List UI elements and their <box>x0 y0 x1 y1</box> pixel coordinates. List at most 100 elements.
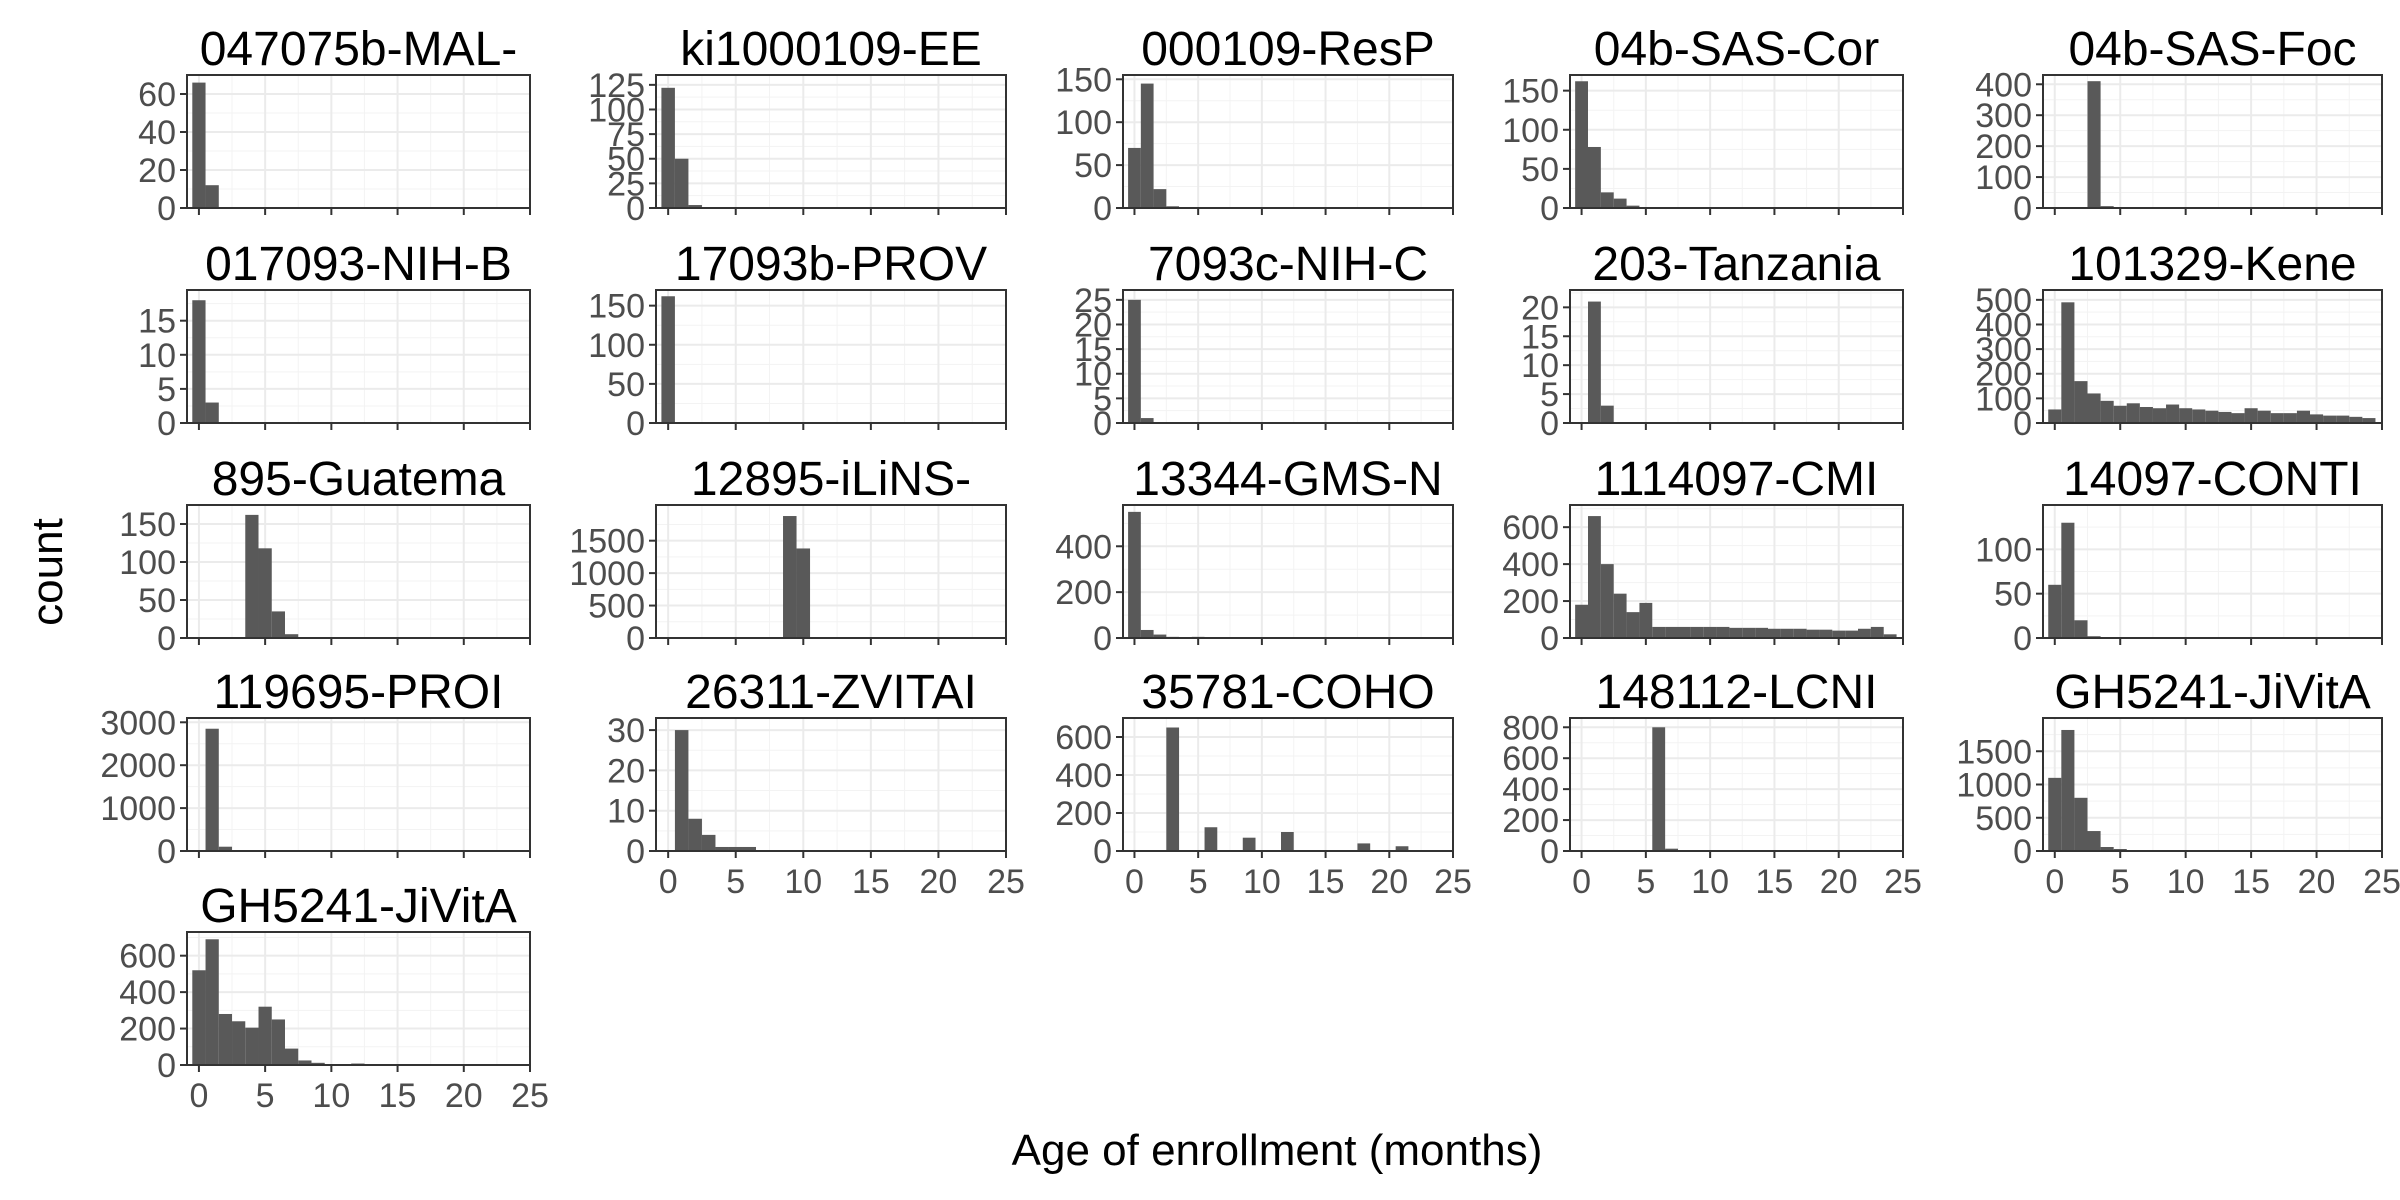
histogram-bar <box>1793 628 1807 638</box>
histogram-bar <box>2270 413 2284 423</box>
y-tick-label: 100 <box>1502 112 1559 150</box>
y-tick-label: 500 <box>588 588 645 626</box>
y-tick-label: 800 <box>1502 709 1559 747</box>
y-tick-label: 0 <box>157 1047 176 1085</box>
panel-background <box>1570 75 1903 208</box>
y-tick-label: 1500 <box>1956 733 2032 771</box>
y-tick-label: 0 <box>1540 620 1559 658</box>
histogram-bar <box>715 846 729 851</box>
y-tick-label: 30 <box>607 712 645 750</box>
histogram-bar <box>1626 205 1640 208</box>
histogram-bar <box>192 300 206 423</box>
histogram-bar <box>688 818 702 851</box>
panel-border <box>1122 717 1454 852</box>
histogram-bar <box>1780 628 1794 638</box>
y-tick-label: 0 <box>157 833 176 871</box>
y-tick-label: 400 <box>119 974 176 1012</box>
histogram-bar <box>232 1021 246 1065</box>
histogram-bar <box>1665 848 1678 851</box>
histogram-bar <box>1716 626 1730 638</box>
histogram-bar <box>1768 628 1781 638</box>
histogram-bar <box>2257 410 2271 423</box>
histogram-bar <box>1357 843 1371 851</box>
y-tick-label: 10 <box>607 793 645 831</box>
x-tick-label: 20 <box>2298 863 2336 901</box>
panel-grid <box>187 290 530 423</box>
panel-grid <box>187 505 530 638</box>
y-tick-label: 100 <box>1055 104 1112 142</box>
histogram-bar <box>2061 729 2075 851</box>
y-tick-label: 20 <box>1074 306 1112 344</box>
y-tick-label: 150 <box>1502 73 1559 111</box>
histogram-bar <box>2218 411 2232 423</box>
y-tick-label: 100 <box>1975 531 2032 569</box>
histogram-bars <box>674 730 756 851</box>
panel-grid <box>656 75 1006 208</box>
x-tick-label: 15 <box>852 863 890 901</box>
histogram-bar <box>2048 409 2062 423</box>
y-tick-label: 600 <box>1502 509 1559 547</box>
x-tick-label: 25 <box>987 863 1025 901</box>
histogram-bar <box>1678 626 1691 638</box>
histogram-bar <box>2061 522 2075 638</box>
panel-grid <box>2043 718 2382 851</box>
panel-border <box>186 717 531 852</box>
histogram-bar <box>1588 301 1601 423</box>
y-tick-label: 0 <box>2013 405 2032 443</box>
histogram-bar <box>688 205 702 208</box>
histogram-bar <box>192 970 206 1065</box>
panel-border <box>186 504 531 639</box>
y-tick-label: 10 <box>138 337 176 375</box>
facet-panel: 13344-GMS-N 0 200 400 <box>1055 453 1454 658</box>
histogram-bar <box>1204 827 1218 851</box>
histogram-bar <box>1742 627 1756 638</box>
facet-title: ki1000109-EE <box>680 23 982 76</box>
facet-title: 13344-GMS-N <box>1133 453 1442 506</box>
x-tick-label: 25 <box>2363 863 2400 901</box>
histogram-bars <box>192 82 219 208</box>
histogram-bar <box>661 87 675 208</box>
histogram-bar <box>1690 626 1704 638</box>
panel-background <box>656 718 1006 851</box>
histogram-bars <box>2048 729 2153 851</box>
histogram-bar <box>218 846 233 851</box>
histogram-bar <box>2074 797 2088 851</box>
histogram-bar <box>2100 847 2114 851</box>
histogram-bar <box>1153 189 1167 208</box>
y-tick-label: 50 <box>1074 147 1112 185</box>
panel-border <box>655 74 1007 209</box>
y-tick-label: 20 <box>607 752 645 790</box>
panel-border <box>1122 74 1454 209</box>
y-tick-label: 0 <box>1540 405 1559 443</box>
histogram-bar <box>1140 629 1154 638</box>
panel-border <box>655 717 1007 852</box>
y-tick-label: 0 <box>1540 190 1559 228</box>
y-tick-label: 100 <box>588 91 645 129</box>
histogram-bar <box>2087 393 2101 423</box>
histogram-bar <box>205 939 219 1065</box>
y-tick-label: 20 <box>1521 289 1559 327</box>
y-tick-label: 10 <box>1074 356 1112 394</box>
y-tick-label: 40 <box>138 114 176 152</box>
y-tick-label: 50 <box>607 366 645 404</box>
y-tick-label: 400 <box>1502 771 1559 809</box>
facet-title: GH5241-JiVitA <box>2054 666 2371 719</box>
y-tick-label: 100 <box>119 544 176 582</box>
y-tick-label: 150 <box>119 506 176 544</box>
histogram-bars <box>783 516 811 638</box>
y-tick-label: 400 <box>1055 757 1112 795</box>
facet-panel: 14097-CONTI 0 50 100 <box>1975 453 2383 658</box>
facet-title: 000109-ResP <box>1141 23 1435 76</box>
histogram-bar <box>674 730 689 851</box>
histogram-bar <box>1652 727 1666 851</box>
histogram-bar <box>298 1060 312 1065</box>
panel-grid <box>1123 75 1453 208</box>
x-tick-label: 5 <box>2111 863 2130 901</box>
facet-title: 017093-NIH-B <box>205 238 512 291</box>
